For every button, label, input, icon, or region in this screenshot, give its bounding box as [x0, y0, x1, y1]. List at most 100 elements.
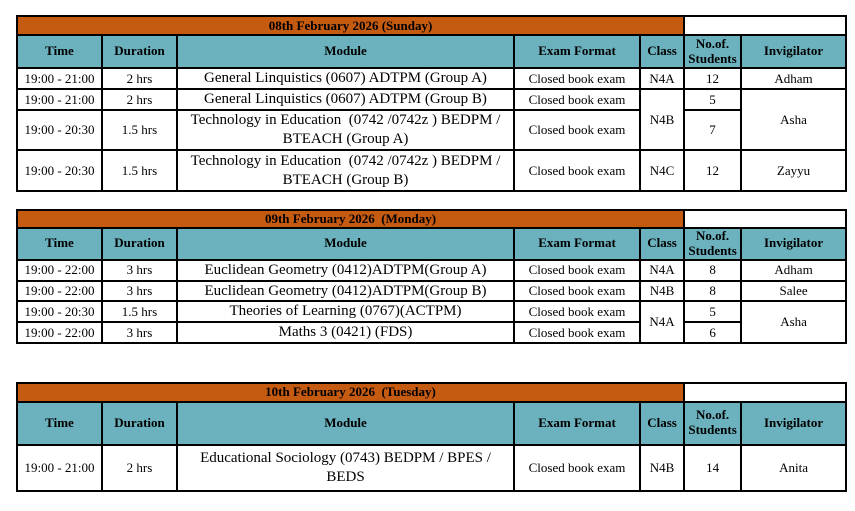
table-row: 19:00 - 22:00 3 hrs Euclidean Geometry (…: [16, 279, 848, 303]
duration-cell: 2 hrs: [101, 443, 178, 492]
time-cell: 19:00 - 21:00: [16, 443, 103, 492]
col-header-exam-format: Exam Format: [513, 400, 641, 446]
module-cell: General Linquistics (0607) ADTPM (Group …: [176, 88, 515, 111]
col-header-module: Module: [176, 227, 515, 261]
duration-cell: 1.5 hrs: [101, 300, 178, 324]
col-header-students-line1: No.of.: [695, 407, 730, 423]
exam-format-cell: Closed book exam: [513, 258, 641, 282]
col-header-time: Time: [16, 400, 103, 446]
table-title-tuesday: 10th February 2026 (Tuesday): [15, 381, 686, 403]
title-spacer: [683, 15, 847, 36]
schedule-table-tuesday: 10th February 2026 (Tuesday) Time Durati…: [15, 381, 848, 492]
col-header-duration: Duration: [101, 34, 178, 69]
col-header-students-line1: No.of.: [695, 35, 730, 51]
table-row: 19:00 - 20:30 1.5 hrs Technology in Educ…: [16, 149, 847, 192]
col-header-module: Module: [176, 34, 515, 69]
exam-format-cell: Closed book exam: [513, 300, 641, 324]
schedule-table-sunday: 08th February 2026 (Sunday) Time Duratio…: [16, 15, 847, 192]
students-cell: 5: [683, 88, 742, 111]
time-cell: 19:00 - 21:00: [16, 88, 103, 111]
invigilator-cell: Zayyu: [740, 149, 847, 192]
col-header-class: Class: [638, 227, 686, 261]
col-header-students-line2: Students: [688, 242, 737, 258]
time-cell: 19:00 - 21:00: [16, 67, 103, 90]
col-header-students: No.of. Students: [683, 34, 742, 69]
table-row: 19:00 - 21:00 2 hrs Educational Sociolog…: [16, 443, 848, 492]
col-header-students-line2: Students: [688, 422, 737, 438]
table-title-monday: 09th February 2026 (Monday): [15, 209, 686, 229]
module-cell: Technology in Education (0742 /0742z ) B…: [176, 149, 515, 192]
schedule-table-monday: 09th February 2026 (Monday) Time Duratio…: [15, 209, 848, 344]
col-header-time: Time: [16, 34, 103, 69]
exam-format-cell: Closed book exam: [513, 88, 641, 111]
exam-format-cell: Closed book exam: [513, 443, 641, 492]
col-header-students: No.of. Students: [683, 400, 743, 446]
col-header-class: Class: [638, 400, 686, 446]
title-spacer: [683, 381, 848, 403]
class-cell: N4B: [638, 443, 686, 492]
table-row: 19:00 - 20:30 1.5 hrs Technology in Educ…: [16, 109, 846, 151]
col-header-exam-format: Exam Format: [513, 34, 641, 69]
invigilator-cell: Salee: [740, 279, 848, 303]
students-cell: 14: [683, 443, 743, 492]
exam-format-cell: Closed book exam: [513, 67, 641, 90]
table-row: 19:00 - 22:00 3 hrs Euclidean Geometry (…: [16, 258, 848, 282]
col-header-invigilator: Invigilator: [740, 400, 848, 446]
class-cell: N4A: [639, 67, 685, 90]
exam-format-cell: Closed book exam: [513, 149, 641, 192]
class-cell-merged: N4B: [639, 88, 685, 151]
col-header-invigilator: Invigilator: [740, 34, 847, 69]
students-cell: 12: [683, 67, 742, 90]
exam-schedule-document: 08th February 2026 (Sunday) Time Duratio…: [15, 15, 848, 492]
invigilator-cell-merged: Asha: [740, 300, 848, 344]
class-cell: N4C: [639, 149, 685, 192]
module-cell: Theories of Learning (0767)(ACTPM): [176, 300, 515, 324]
students-cell: 12: [683, 149, 742, 192]
duration-cell: 1.5 hrs: [101, 149, 178, 192]
duration-cell: 3 hrs: [101, 258, 178, 282]
time-cell: 19:00 - 22:00: [16, 258, 103, 282]
duration-cell: 3 hrs: [101, 321, 178, 344]
module-cell: Technology in Education (0742 /0742z ) B…: [176, 109, 515, 151]
col-header-time: Time: [16, 227, 103, 261]
table-row: 19:00 - 21:00 2 hrs General Linquistics …: [16, 67, 847, 90]
students-cell: 6: [683, 321, 743, 344]
title-spacer: [683, 209, 848, 229]
table-title-sunday: 08th February 2026 (Sunday): [16, 15, 685, 36]
invigilator-cell: Adham: [740, 67, 847, 90]
duration-cell: 1.5 hrs: [101, 109, 178, 151]
module-cell: Educational Sociology (0743) BEDPM / BPE…: [176, 443, 515, 492]
duration-cell: 3 hrs: [101, 279, 178, 303]
duration-cell: 2 hrs: [101, 88, 178, 111]
col-header-duration: Duration: [101, 227, 178, 261]
col-header-students-line2: Students: [688, 50, 737, 66]
col-header-students: No.of. Students: [683, 227, 743, 261]
invigilator-cell: Adham: [740, 258, 848, 282]
duration-cell: 2 hrs: [101, 67, 178, 90]
time-cell: 19:00 - 20:30: [16, 109, 103, 151]
class-cell: N4B: [638, 279, 686, 303]
invigilator-cell-merged: Asha: [740, 88, 847, 151]
table-row: 19:00 - 20:30 1.5 hrs Theories of Learni…: [16, 300, 848, 344]
col-header-exam-format: Exam Format: [513, 227, 641, 261]
module-cell: Euclidean Geometry (0412)ADTPM(Group B): [176, 279, 515, 303]
time-cell: 19:00 - 22:00: [16, 279, 103, 303]
students-cell: 7: [683, 109, 742, 151]
class-cell: N4A: [638, 258, 686, 282]
col-header-invigilator: Invigilator: [740, 227, 848, 261]
table-row: 19:00 - 21:00 2 hrs General Linquistics …: [16, 88, 847, 151]
col-header-students-line1: No.of.: [695, 228, 730, 243]
exam-format-cell: Closed book exam: [513, 321, 641, 344]
col-header-class: Class: [639, 34, 685, 69]
module-cell: Euclidean Geometry (0412)ADTPM(Group A): [176, 258, 515, 282]
invigilator-cell: Anita: [740, 443, 848, 492]
col-header-duration: Duration: [101, 400, 178, 446]
students-cell: 5: [683, 300, 743, 324]
students-cell: 8: [683, 258, 743, 282]
table-row: 19:00 - 22:00 3 hrs Maths 3 (0421) (FDS)…: [16, 321, 846, 344]
time-cell: 19:00 - 20:30: [16, 149, 103, 192]
students-cell: 8: [683, 279, 743, 303]
col-header-module: Module: [176, 400, 515, 446]
module-cell: Maths 3 (0421) (FDS): [176, 321, 515, 344]
time-cell: 19:00 - 22:00: [16, 321, 103, 344]
